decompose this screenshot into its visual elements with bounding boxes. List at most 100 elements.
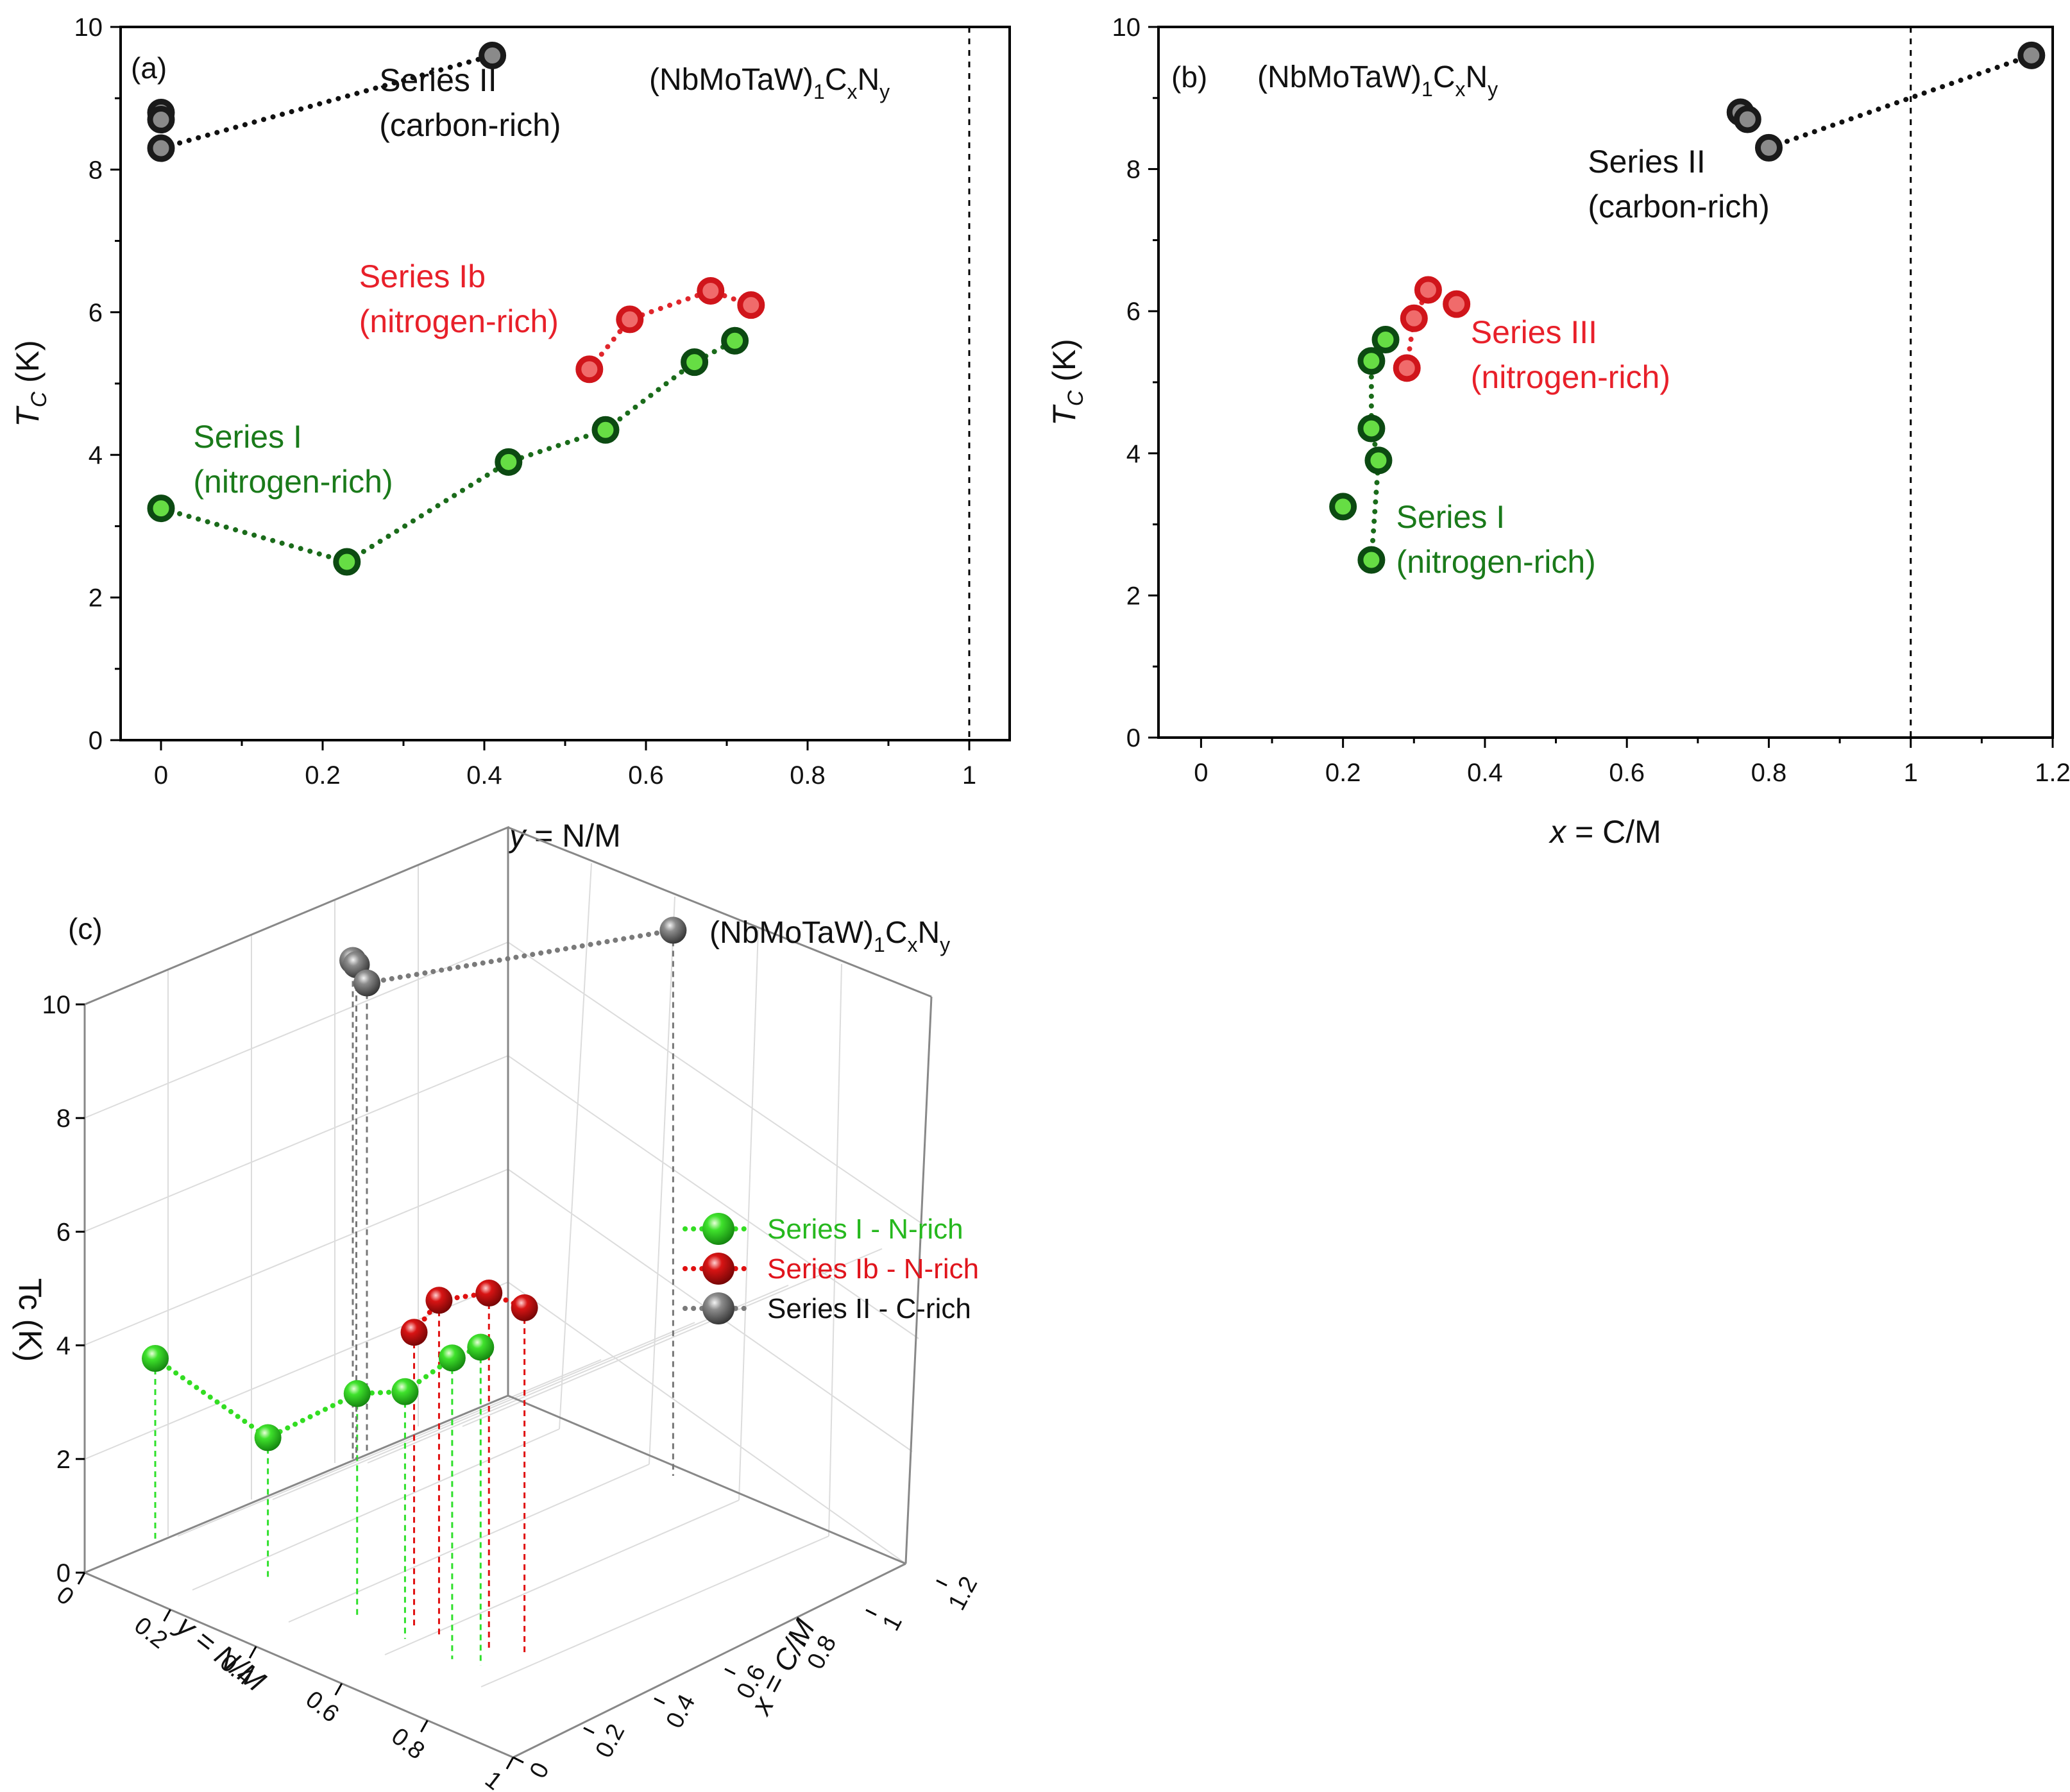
- y-tick-label: 0.4: [661, 1690, 700, 1732]
- data-point-green: [721, 326, 749, 355]
- data-point-red: [1393, 354, 1421, 382]
- data-point-green: [147, 494, 175, 523]
- data-point-green: [343, 1380, 371, 1407]
- y-tick-label: 0: [89, 727, 103, 755]
- panel-a-label: (a): [131, 51, 167, 85]
- y-tick: [724, 1668, 736, 1675]
- panel-b-annotations: Series II (carbon-rich) Series III (nitroge…: [1396, 144, 1770, 580]
- data-point-green: [1357, 347, 1386, 375]
- data-point-green: [333, 548, 361, 576]
- data-point-green: [1371, 326, 1400, 354]
- panel-c-formula: (NbMoTaW)1CxNy: [709, 916, 950, 956]
- data-point-red: [1443, 290, 1471, 318]
- series-line-red: [411, 1290, 527, 1335]
- panel-a-formula: (NbMoTaW)1CxNy: [649, 63, 890, 103]
- data-point-red: [400, 1319, 428, 1346]
- x-tick-label: 0.8: [1751, 759, 1787, 787]
- y-tick-label: 8: [89, 156, 103, 184]
- x-tick-label: 0.2: [1325, 759, 1361, 787]
- panel-a-frame: [119, 26, 1011, 741]
- y-tick: [936, 1579, 947, 1587]
- x-tick-label: 0: [154, 761, 168, 790]
- data-point-red: [511, 1294, 538, 1321]
- y-tick-label: 4: [89, 441, 103, 469]
- panel-c-label: (c): [68, 912, 103, 945]
- legend-marker-red: [702, 1253, 734, 1285]
- x-tick: [420, 1720, 428, 1733]
- panel-b-xlabel: x = C/M: [1548, 814, 1661, 850]
- x-tick-label: 1: [1904, 759, 1918, 787]
- series-line-green: [153, 1344, 484, 1441]
- data-point-green: [591, 416, 620, 444]
- panel-a-xlabel: y = N/M: [507, 818, 621, 854]
- panel-b-ylabel: TC (K): [1046, 339, 1088, 426]
- z-tick-label: 8: [56, 1104, 71, 1133]
- y-tick-label: 1.2: [943, 1572, 983, 1614]
- data-point-gray: [147, 134, 175, 162]
- data-point-gray: [1754, 133, 1783, 162]
- data-point-red: [425, 1287, 453, 1314]
- panel-c-zlabel: Tc (K): [12, 1278, 48, 1362]
- x-tick-label: 1.2: [2035, 759, 2070, 787]
- x-tick: [334, 1683, 343, 1696]
- panel-c-series-lines: [153, 927, 676, 1441]
- z-tick-label: 10: [42, 991, 71, 1019]
- panel-b-label: (b): [1171, 60, 1207, 94]
- panel-b: 0 0.2 0.4 0.6 0.8 1 1.2 0 2 4 6 8 10 (b) (NbMoTaW)1C…: [1046, 13, 2070, 850]
- data-point-green: [438, 1344, 466, 1372]
- data-point-green: [1364, 446, 1393, 475]
- series-line-red: [586, 288, 754, 372]
- panel-a-series-lines: [158, 53, 754, 565]
- y-tick: [654, 1697, 665, 1705]
- y-tick-label: 0.2: [590, 1720, 630, 1762]
- y-tick-label: 2: [89, 584, 103, 613]
- data-point-red: [616, 305, 644, 334]
- y-tick-label: 2: [1126, 582, 1141, 610]
- y-tick-label: 4: [1126, 440, 1141, 468]
- z-tick-label: 4: [56, 1332, 71, 1360]
- y-tick-label: 10: [74, 13, 103, 42]
- series-annotation: Series I (nitrogen-rich): [193, 419, 393, 500]
- data-point-gray: [147, 106, 175, 134]
- y-tick-label: 0: [1126, 724, 1141, 752]
- x-tick-label: 0.6: [628, 761, 664, 790]
- legend-label: Series Ib - N-rich: [767, 1253, 979, 1285]
- data-point-green: [391, 1378, 419, 1405]
- x-tick-label: 0.2: [305, 761, 341, 790]
- panel-c-legend: Series I - N-rich Series Ib - N-rich Serie…: [683, 1213, 979, 1324]
- series-annotation: Series Ib (nitrogen-rich): [359, 258, 559, 339]
- panel-c-points: [142, 917, 687, 1451]
- data-point-green: [142, 1345, 169, 1373]
- data-point-red: [697, 276, 725, 305]
- panel-b-series-lines: [1368, 53, 2034, 562]
- x-tick: [77, 1572, 86, 1585]
- x-tick-label: 1: [962, 761, 976, 790]
- data-point-red: [575, 355, 604, 384]
- data-point-gray: [1733, 105, 1761, 133]
- y-tick: [865, 1609, 877, 1616]
- y-tick-label: 1: [878, 1610, 908, 1635]
- y-tick-label: 6: [89, 299, 103, 327]
- legend-label: Series II - C-rich: [767, 1293, 971, 1324]
- data-point-green: [681, 348, 709, 376]
- panel-c-xlabel: y = N/M: [169, 1607, 273, 1698]
- y-tick-label: 6: [1126, 298, 1141, 326]
- legend-marker-gray: [702, 1292, 734, 1324]
- series-line-gray: [1766, 53, 2034, 151]
- data-point-gray: [2017, 41, 2046, 69]
- data-point-green: [254, 1424, 282, 1451]
- panel-a-points: [147, 41, 765, 576]
- panel-a-annotations: Series II (carbon-rich) Series Ib (nitrogen…: [193, 62, 561, 500]
- x-tick-label: 0: [51, 1581, 79, 1610]
- series-annotation: Series III (nitrogen-rich): [1471, 314, 1670, 395]
- y-tick: [513, 1756, 524, 1764]
- data-point-gray: [353, 969, 380, 997]
- y-tick: [583, 1727, 595, 1734]
- panel-a-ylabel: TC (K): [10, 340, 51, 427]
- x-tick-label: 0.8: [790, 761, 826, 790]
